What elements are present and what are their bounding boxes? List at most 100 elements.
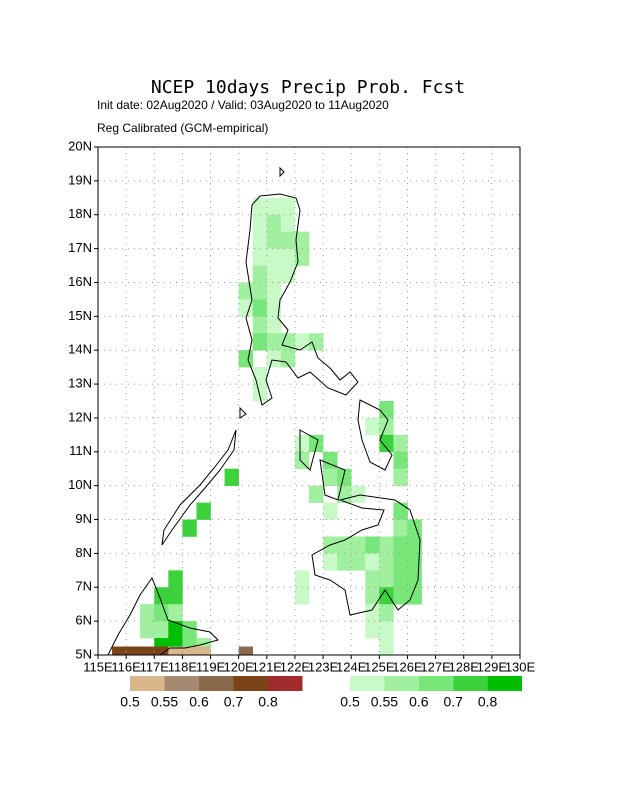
prob-cell bbox=[266, 248, 282, 266]
x-tick-label: 128E bbox=[449, 659, 480, 674]
prob-cell bbox=[393, 468, 408, 486]
prob-cell bbox=[252, 231, 268, 249]
prob-cell bbox=[238, 350, 254, 368]
colorbar-label: 0.6 bbox=[189, 694, 209, 710]
y-tick-label: 20N bbox=[68, 138, 92, 153]
prob-cell bbox=[351, 536, 366, 554]
x-tick-label: 115E bbox=[83, 659, 113, 674]
y-tick-label: 16N bbox=[68, 274, 92, 289]
y-tick-label: 17N bbox=[68, 240, 92, 255]
prob-cell bbox=[379, 417, 394, 436]
prob-cell bbox=[252, 214, 268, 232]
prob-cell bbox=[323, 468, 338, 486]
prob-cell bbox=[140, 604, 155, 622]
prob-cell bbox=[168, 570, 183, 588]
colorbar-label: 0.5 bbox=[340, 694, 360, 710]
prob-cell bbox=[393, 587, 408, 605]
colorbar-label: 0.55 bbox=[151, 694, 178, 710]
colorbar-box bbox=[233, 676, 268, 691]
x-tick-label: 126E bbox=[392, 659, 423, 674]
prob-cell bbox=[140, 646, 155, 655]
x-tick-label: 118E bbox=[168, 659, 198, 674]
prob-cell bbox=[323, 502, 338, 520]
prob-cell bbox=[252, 248, 268, 266]
prob-cell bbox=[365, 604, 380, 622]
prob-cell bbox=[280, 350, 296, 368]
prob-cell bbox=[252, 384, 268, 402]
prob-cell bbox=[365, 587, 380, 605]
prob-cell bbox=[294, 248, 310, 266]
prob-cell bbox=[365, 570, 380, 588]
map-subtitle: Init date: 02Aug2020 / Valid: 03Aug2020 … bbox=[97, 98, 389, 112]
colorbar-box bbox=[418, 676, 454, 691]
prob-cell bbox=[168, 587, 183, 605]
prob-cell bbox=[379, 553, 394, 571]
x-tick-label: 121E bbox=[252, 659, 283, 674]
prob-cell bbox=[112, 646, 127, 655]
prob-cell bbox=[168, 646, 183, 655]
prob-cell bbox=[294, 570, 310, 588]
prob-cell bbox=[154, 646, 169, 655]
prob-cell bbox=[126, 646, 141, 655]
x-tick-label: 123E bbox=[308, 659, 339, 674]
prob-cell bbox=[182, 519, 197, 537]
prob-cell bbox=[365, 553, 380, 571]
prob-cell bbox=[266, 231, 282, 249]
prob-cell bbox=[196, 646, 211, 655]
prob-cell bbox=[379, 434, 394, 453]
prob-cell bbox=[252, 367, 268, 385]
y-tick-label: 11N bbox=[69, 443, 92, 458]
y-tick-label: 14N bbox=[68, 342, 92, 357]
prob-cell bbox=[393, 570, 408, 588]
y-tick-label: 7N bbox=[75, 579, 92, 594]
y-tick-label: 9N bbox=[75, 511, 92, 526]
prob-cell bbox=[351, 485, 366, 503]
prob-cell bbox=[294, 333, 310, 351]
x-tick-label: 116E bbox=[111, 659, 141, 674]
colorbar-box bbox=[268, 676, 303, 691]
prob-cell bbox=[280, 231, 296, 249]
prob-cell bbox=[379, 536, 394, 554]
colorbar-label: 0.55 bbox=[371, 694, 398, 710]
prob-cell bbox=[379, 621, 394, 639]
prob-cell bbox=[393, 553, 408, 571]
prob-cell bbox=[252, 265, 268, 283]
prob-cell bbox=[294, 587, 310, 605]
colorbar-box bbox=[453, 676, 488, 691]
prob-cell bbox=[168, 604, 183, 622]
prob-cell bbox=[280, 214, 296, 232]
y-tick-label: 18N bbox=[68, 206, 92, 221]
colorbar-label: 0.8 bbox=[478, 694, 498, 710]
prob-cell bbox=[393, 434, 408, 453]
grid: 115E116E117E118E119E120E121E122E123E124E… bbox=[68, 138, 535, 674]
prob-cell bbox=[182, 646, 197, 655]
y-tick-label: 8N bbox=[75, 545, 92, 560]
colorbar-box bbox=[164, 676, 199, 691]
prob-cell bbox=[140, 621, 155, 639]
prob-cell bbox=[266, 197, 282, 216]
y-tick-label: 12N bbox=[68, 409, 92, 424]
prob-cell bbox=[252, 299, 268, 317]
prob-cell bbox=[365, 417, 380, 436]
colorbar-box bbox=[199, 676, 234, 691]
x-tick-label: 117E bbox=[140, 659, 170, 674]
prob-cell bbox=[154, 621, 169, 639]
prob-cell bbox=[266, 350, 282, 368]
prob-cell bbox=[252, 333, 268, 351]
x-tick-label: 127E bbox=[420, 659, 451, 674]
prob-cell bbox=[238, 646, 254, 655]
prob-cell bbox=[280, 197, 296, 216]
y-tick-label: 6N bbox=[75, 613, 92, 628]
prob-cell bbox=[266, 316, 282, 334]
cells bbox=[112, 197, 422, 655]
colorbar-box bbox=[384, 676, 419, 691]
prob-cell bbox=[379, 604, 394, 622]
prob-cell bbox=[379, 638, 394, 655]
y-tick-label: 13N bbox=[68, 376, 92, 391]
colorbar-label: 0.7 bbox=[443, 694, 463, 710]
colorbars: 0.5 0.55 0.6 0.7 0.8 0.5 0.55 0.6 0.7 0.8 bbox=[120, 676, 522, 710]
prob-cell bbox=[252, 282, 268, 300]
prob-cell bbox=[407, 519, 422, 537]
colorbar-label: 0.6 bbox=[409, 694, 429, 710]
prob-cell bbox=[379, 570, 394, 588]
